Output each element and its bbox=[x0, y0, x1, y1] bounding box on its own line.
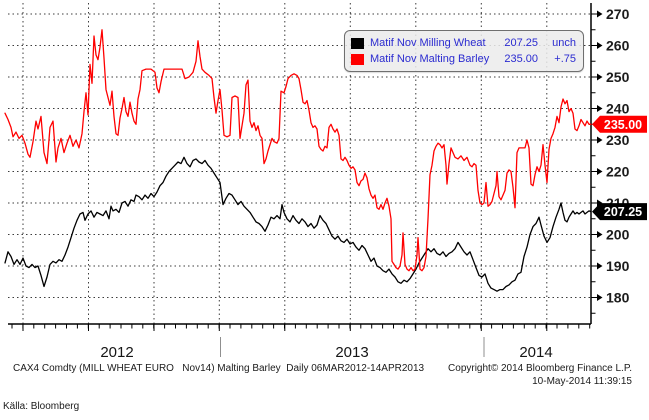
y-tick-arrow-icon bbox=[597, 105, 603, 112]
barley-swatch-icon bbox=[351, 53, 364, 65]
legend-net-change: +.75 bbox=[554, 53, 576, 65]
y-tick-arrow-icon bbox=[597, 231, 603, 238]
price-flag bbox=[592, 203, 647, 221]
source-attribution: Källa: Bloomberg bbox=[3, 401, 80, 412]
timestamp: 10-May-2014 11:39:15 bbox=[532, 376, 632, 387]
y-tick-arrow-icon bbox=[597, 73, 603, 81]
legend-item-malting-barley[interactable]: Matif Nov Malting Barley 235.00 +.75 bbox=[351, 51, 576, 67]
legend: Matif Nov Milling Wheat 207.25 unch Mati… bbox=[344, 30, 584, 72]
legend-last-price: 207.25 bbox=[504, 37, 538, 49]
y-axis-label: 270 bbox=[606, 6, 630, 22]
legend-net-change: unch bbox=[552, 37, 576, 49]
chart-description: CAX4 Comdty (MILL WHEAT EURO Nov14) Malt… bbox=[13, 363, 425, 374]
y-axis-label: 240 bbox=[606, 101, 630, 117]
copyright-notice: Copyright© 2014 Bloomberg Finance L.P. bbox=[448, 363, 632, 374]
y-axis-label: 200 bbox=[606, 227, 630, 243]
wheat-swatch-icon bbox=[351, 37, 364, 49]
y-axis-label: 230 bbox=[606, 132, 630, 148]
y-tick-arrow-icon bbox=[597, 294, 603, 301]
y-tick-arrow-icon bbox=[597, 262, 603, 270]
x-axis-year-label: 2014 bbox=[519, 344, 552, 361]
price-flag-value: 235.00 bbox=[604, 118, 642, 132]
legend-last-price: 235.00 bbox=[504, 53, 538, 65]
y-axis-label: 190 bbox=[606, 258, 630, 274]
y-tick-arrow-icon bbox=[597, 199, 603, 207]
y-tick-arrow-icon bbox=[597, 136, 603, 144]
series-line-matif-nov-malting-barley bbox=[4, 29, 592, 272]
y-axis-label: 180 bbox=[606, 290, 630, 306]
x-axis-year-label: 2012 bbox=[100, 344, 133, 361]
y-axis-label: 220 bbox=[606, 164, 630, 180]
y-axis-label: 250 bbox=[606, 69, 630, 85]
price-flag-value: 207.25 bbox=[604, 205, 642, 219]
y-tick-arrow-icon bbox=[597, 168, 603, 175]
series-line-matif-nov-milling-wheat bbox=[4, 156, 592, 292]
legend-label: Matif Nov Malting Barley bbox=[370, 53, 490, 65]
y-axis-label: 260 bbox=[606, 38, 630, 54]
legend-label: Matif Nov Milling Wheat bbox=[370, 37, 486, 49]
y-tick-arrow-icon bbox=[597, 42, 603, 49]
y-tick-arrow-icon bbox=[597, 10, 603, 18]
x-axis-year-label: 2013 bbox=[335, 344, 368, 361]
price-flag bbox=[592, 115, 647, 133]
legend-item-milling-wheat[interactable]: Matif Nov Milling Wheat 207.25 unch bbox=[351, 35, 576, 51]
